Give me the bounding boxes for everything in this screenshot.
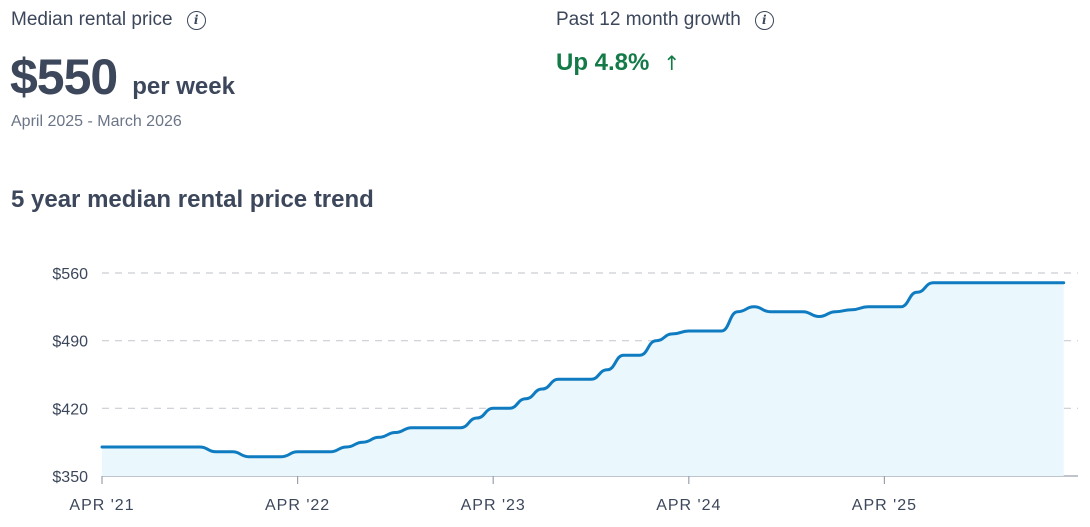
- x-tick-label: APR '21: [69, 497, 134, 514]
- y-tick-label: $490: [52, 334, 88, 351]
- x-tick-label: APR '22: [265, 497, 330, 514]
- x-axis-ticks: APR '21 APR '22 APR '23 APR '24 APR '25: [69, 476, 917, 514]
- x-tick-label: APR '25: [852, 497, 917, 514]
- trend-line: [100, 281, 1066, 459]
- median-rental-price-label: Median rental price i: [11, 9, 206, 31]
- median-price-value: $550: [10, 49, 118, 105]
- info-icon[interactable]: i: [754, 10, 774, 30]
- median-label-text: Median rental price: [11, 9, 173, 30]
- chart-title: 5 year median rental price trend: [11, 186, 374, 213]
- period-range: April 2025 - March 2026: [11, 113, 182, 130]
- growth-value: Up 4.8%: [556, 49, 650, 76]
- x-tick-label: APR '23: [461, 497, 526, 514]
- y-tick-label: $420: [52, 401, 88, 418]
- median-price-row: $550 per week: [10, 48, 235, 106]
- y-tick-label: $560: [52, 266, 88, 283]
- y-axis-ticks: $350 $420 $490 $560: [52, 266, 88, 486]
- info-icon[interactable]: i: [186, 10, 206, 30]
- median-price-unit: per week: [132, 73, 235, 100]
- x-tick-label: APR '24: [656, 497, 721, 514]
- growth-label: Past 12 month growth i: [556, 9, 774, 31]
- y-tick-label: $350: [52, 469, 88, 486]
- rental-price-trend-chart: $350$420$490$560 APR '21 APR '22 APR '23 AP…: [52, 266, 1078, 514]
- growth-label-text: Past 12 month growth: [556, 9, 741, 30]
- arrow-up-icon: ↑: [663, 51, 681, 75]
- growth-row: Up 4.8% ↑: [556, 49, 680, 77]
